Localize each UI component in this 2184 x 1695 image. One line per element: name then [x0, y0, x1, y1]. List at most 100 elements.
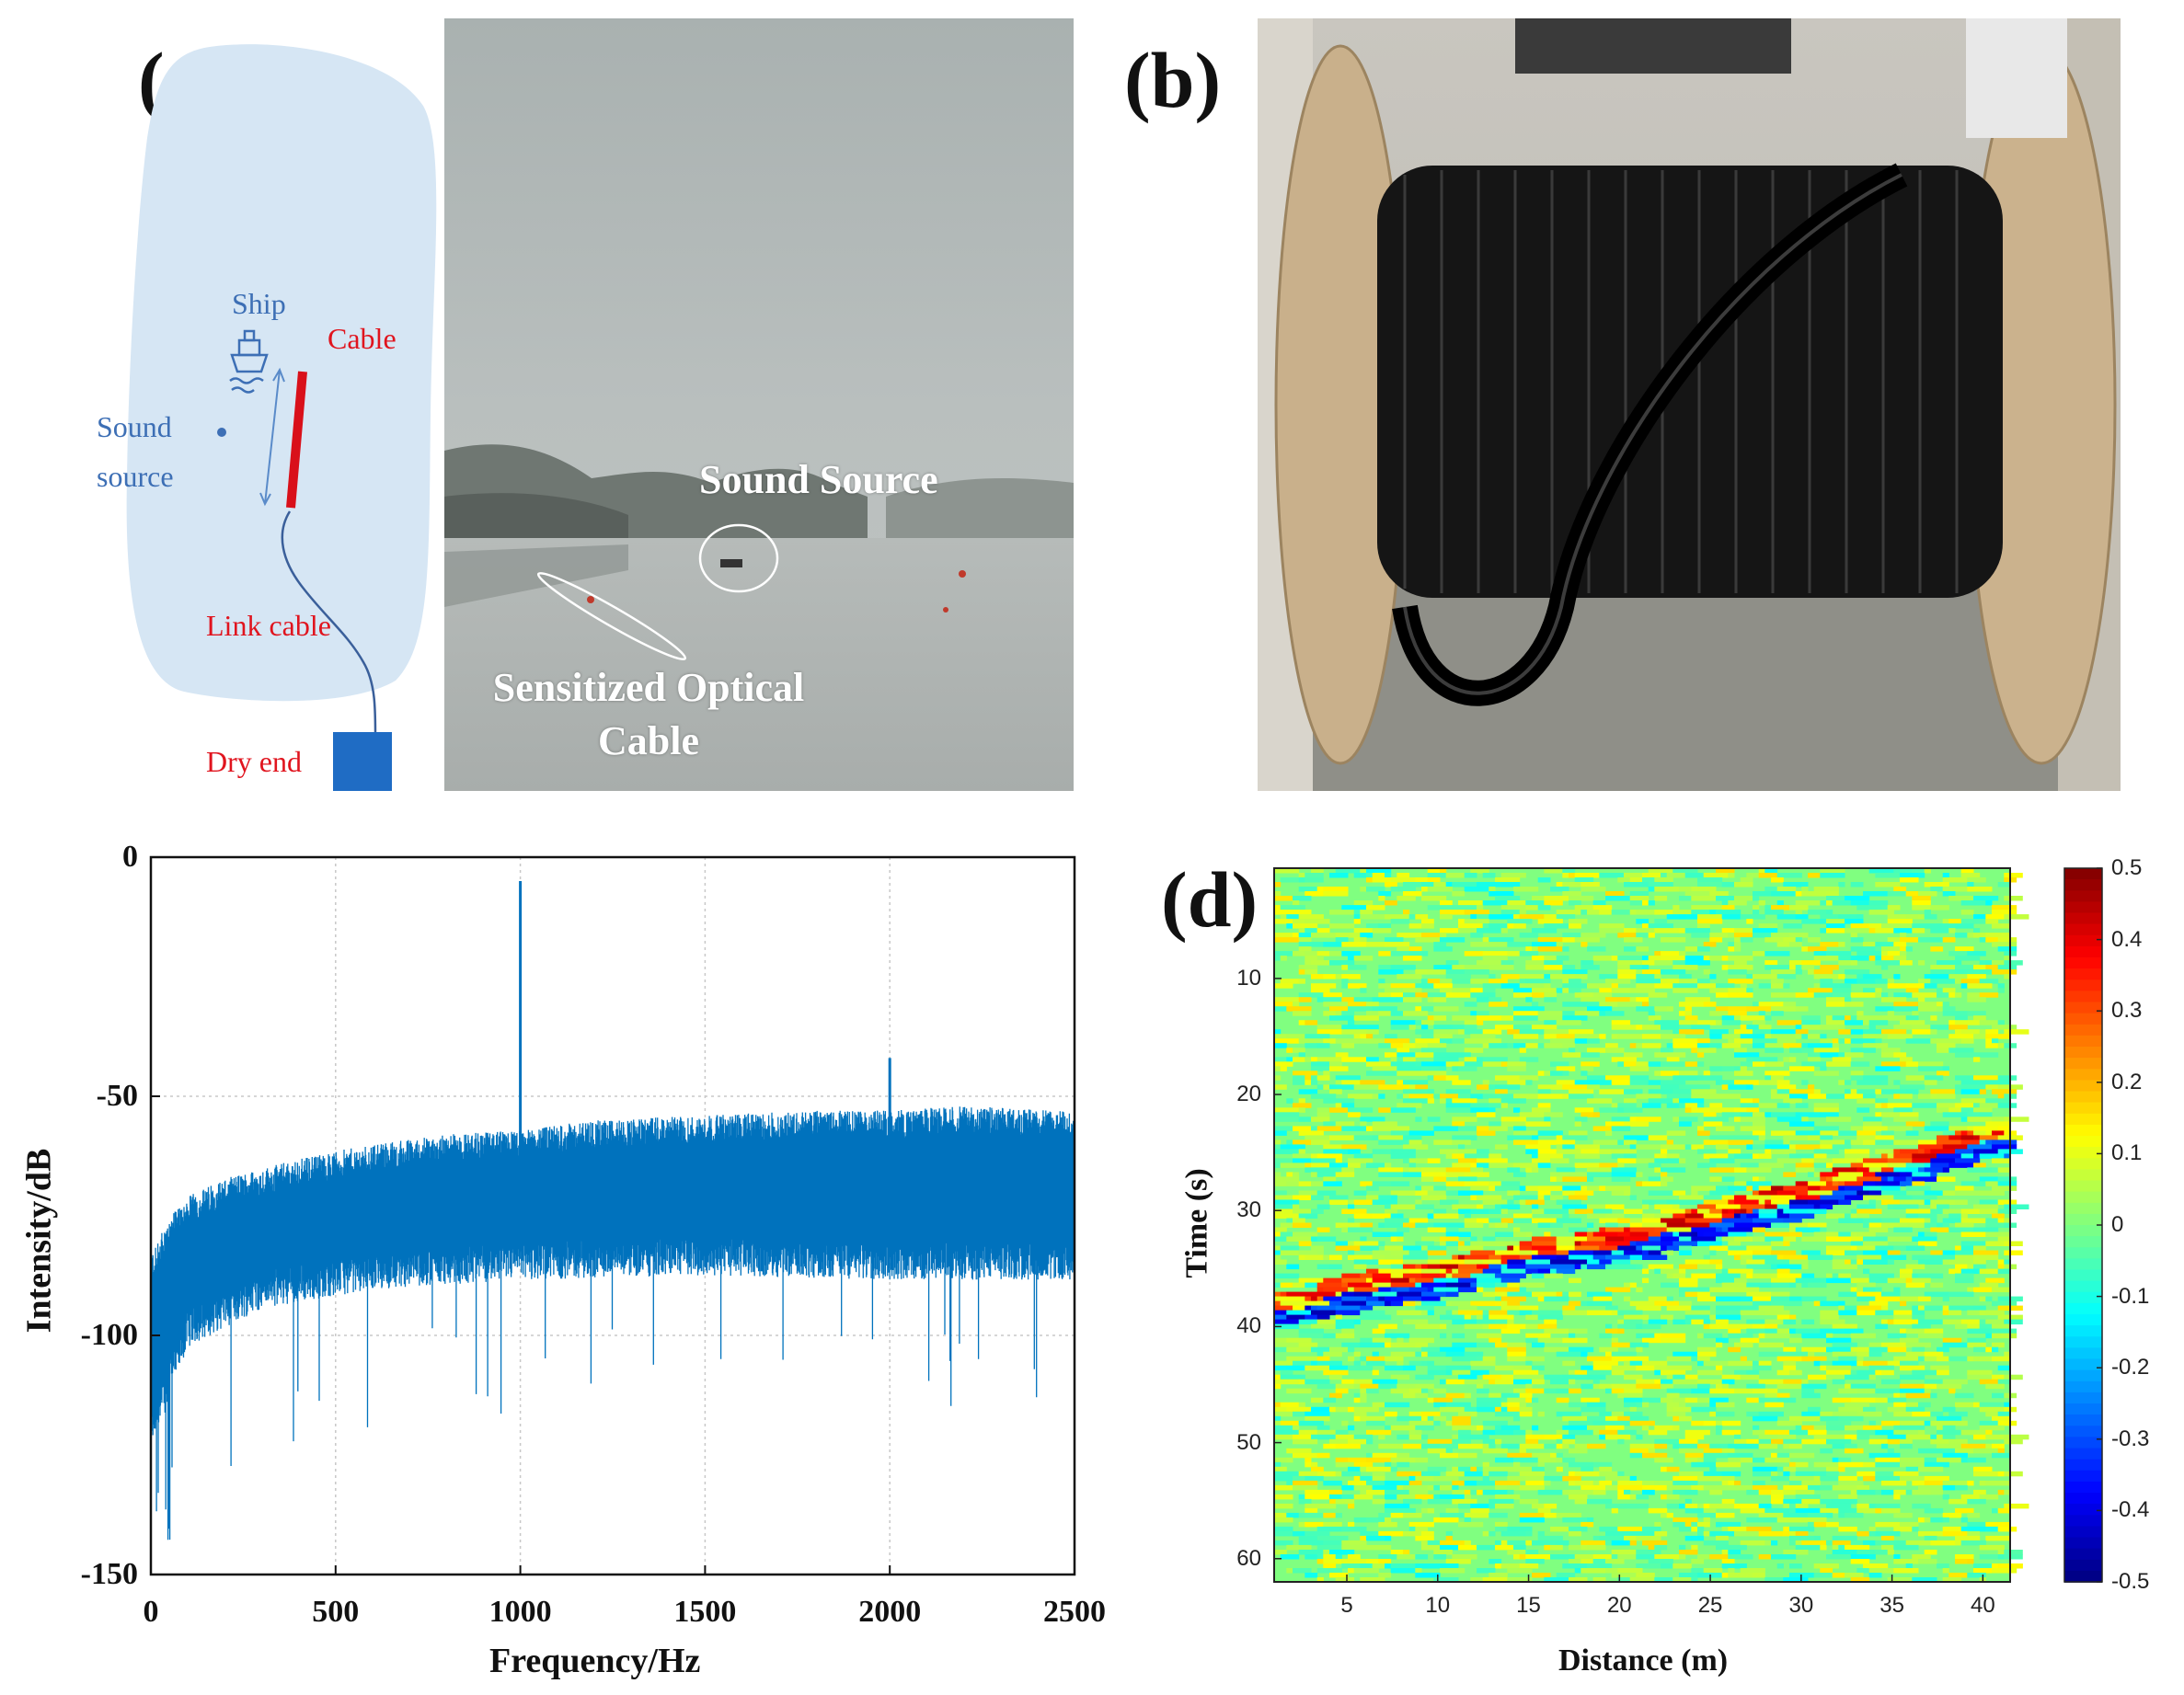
chart-d-cell	[1574, 992, 1594, 998]
chart-d-colorbar-segment	[2064, 1258, 2102, 1271]
chart-d-cell	[1875, 1475, 1901, 1482]
chart-d-cell	[1605, 1241, 1631, 1246]
chart-d-cell	[1753, 896, 1760, 901]
chart-d-cell	[1697, 1457, 1705, 1463]
chart-d-cell	[1341, 1043, 1355, 1048]
chart-d-cell	[1997, 1264, 2005, 1270]
chart-d-cell	[1495, 1241, 1521, 1246]
chart-d-cell	[1544, 1231, 1551, 1237]
chart-d-cell	[1881, 1029, 1907, 1035]
chart-d-cell	[1605, 1434, 1631, 1440]
chart-d-cell	[1348, 1112, 1361, 1117]
chart-d-cell	[1771, 992, 1797, 998]
chart-d-cell	[1569, 1346, 1594, 1353]
chart-d-cell	[1532, 1452, 1551, 1459]
chart-d-cell	[1746, 1259, 1765, 1265]
chart-d-cell	[1648, 1135, 1668, 1140]
chart-d-cell	[1716, 1020, 1723, 1025]
chart-d-cell	[1532, 1503, 1545, 1509]
chart-d-cell	[1856, 1287, 1864, 1293]
chart-d-cell	[1776, 1392, 1790, 1399]
chart-d-cell	[1397, 1052, 1416, 1058]
chart-d-cell	[1801, 960, 1821, 966]
chart-d-cell	[1298, 1498, 1312, 1505]
chart-d-colorbar-segment	[2064, 1191, 2102, 1204]
chart-d-cell	[1611, 1573, 1637, 1578]
chart-d-cell	[1875, 1140, 1894, 1145]
chart-d-cell	[1930, 937, 1944, 943]
chart-d-cell	[1838, 1512, 1845, 1518]
chart-d-cell	[1672, 1213, 1686, 1219]
chart-d-cell	[1636, 1061, 1649, 1067]
chart-d-cell	[1372, 1498, 1385, 1505]
chart-d-cell	[1470, 988, 1484, 993]
chart-d-cell	[1397, 1452, 1410, 1459]
chart-d-cell	[1967, 1512, 1981, 1518]
chart-d-cell	[1905, 1015, 1919, 1021]
chart-d-cell	[1679, 1300, 1692, 1307]
chart-d-cell	[1881, 1015, 1907, 1021]
chart-d-cell	[1703, 1213, 1723, 1219]
chart-d-cell	[1636, 1025, 1643, 1030]
chart-d-cell	[1709, 1489, 1723, 1495]
chart-d-cell	[1721, 1268, 1729, 1275]
chart-d-cell	[1458, 1158, 1477, 1163]
chart-d-cell	[1771, 1282, 1790, 1288]
chart-d-cell	[1440, 1379, 1447, 1385]
chart-d-cell	[1893, 1140, 1901, 1145]
chart-d-cell	[1433, 1484, 1441, 1491]
chart-d-colorbar-segment	[2064, 957, 2102, 969]
chart-d-cell	[1305, 1305, 1312, 1311]
chart-d-cell	[1311, 1323, 1337, 1330]
sound-source-circle	[698, 523, 779, 593]
chart-d-cell	[1390, 1213, 1404, 1219]
chart-d-cell	[1679, 1282, 1698, 1288]
chart-d-cell	[1390, 1264, 1404, 1270]
chart-d-cell	[1758, 1199, 1765, 1205]
chart-d-cell	[1274, 1512, 1287, 1518]
chart-d-cell	[1758, 1103, 1778, 1108]
chart-d-cell	[1960, 1084, 1986, 1090]
chart-d-cell	[1721, 1066, 1735, 1071]
chart-d-cell	[1403, 1254, 1429, 1260]
chart-d-cell	[1415, 1457, 1429, 1463]
chart-d-cell	[1477, 1425, 1484, 1431]
chart-d-cell	[1482, 1057, 1496, 1062]
chart-d-cell	[1495, 1025, 1514, 1030]
chart-d-cell	[1838, 1025, 1845, 1030]
chart-d-cell	[1813, 1153, 1827, 1159]
chart-d-cell	[1311, 1245, 1324, 1251]
chart-d-cell	[1776, 942, 1790, 947]
chart-d-cell	[1427, 1043, 1447, 1048]
chart-d-cell	[1979, 979, 1999, 984]
chart-d-cell	[1997, 946, 2017, 952]
chart-d-cell	[1629, 896, 1649, 901]
chart-d-cell	[1348, 1218, 1355, 1223]
chart-d-cell	[1477, 1480, 1496, 1486]
chart-d-cell	[1728, 946, 1735, 952]
chart-d-colorbar-segment	[2064, 1414, 2102, 1426]
chart-d-cell	[1997, 1208, 2017, 1214]
chart-d-cell	[1672, 960, 1686, 966]
chart-d-colorbar-segment	[2064, 1113, 2102, 1126]
chart-d-cell	[1458, 1277, 1477, 1284]
chart-d-cell	[1973, 1434, 1986, 1440]
chart-d-cell	[1845, 1149, 1870, 1154]
chart-d-cell	[1648, 887, 1655, 892]
chart-d-cell	[1366, 1011, 1379, 1016]
chart-d-cell	[1636, 1117, 1661, 1122]
chart-d-cell	[1335, 1319, 1355, 1325]
optical-cable-ellipse	[536, 571, 687, 661]
chart-d-cell	[1452, 965, 1466, 970]
chart-d-cell	[1900, 877, 1919, 883]
chart-d-cell	[1654, 887, 1680, 892]
chart-d-cell	[1753, 910, 1760, 915]
chart-d-cell	[1470, 1236, 1477, 1242]
chart-d-cell	[1482, 1094, 1502, 1099]
chart-d-cell	[1771, 1218, 1784, 1223]
chart-d-cell	[1629, 1231, 1649, 1237]
chart-d-cell	[1648, 1089, 1673, 1094]
chart-d-cell	[1942, 1342, 1968, 1348]
chart-d-cell	[1532, 1273, 1545, 1279]
chart-d-cell	[1900, 1457, 1925, 1463]
